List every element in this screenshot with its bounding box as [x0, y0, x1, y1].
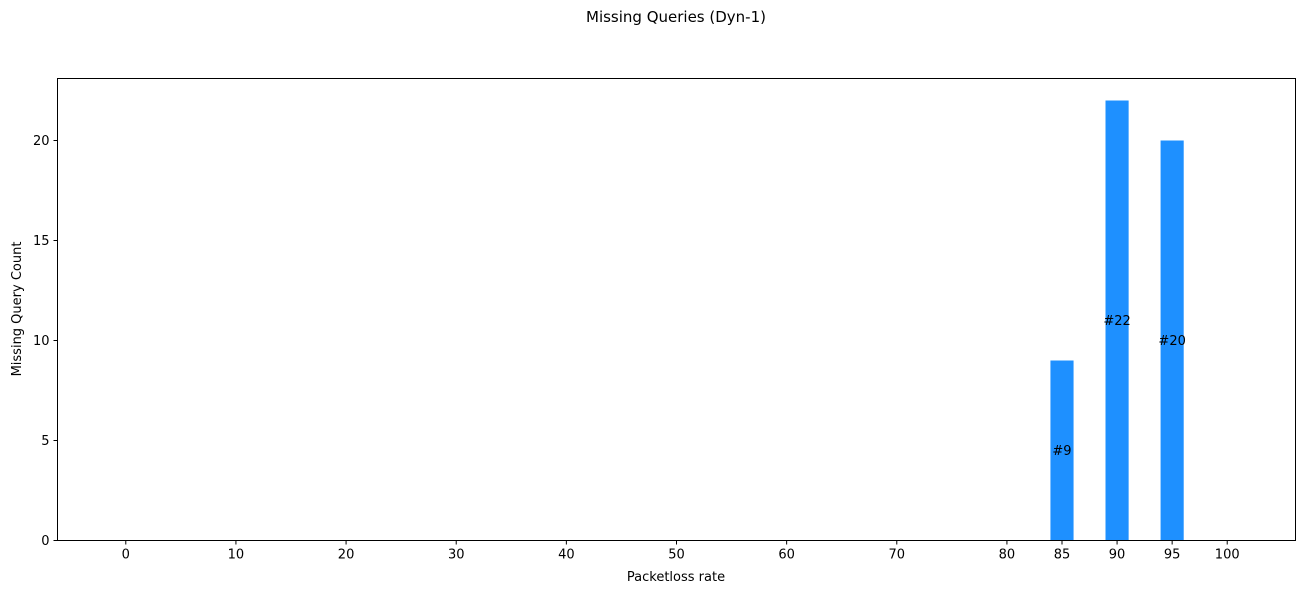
x-ticks-group: 0 10 20 30 40 50 60 70 80 85 90 95 100: [122, 540, 1240, 563]
x-tick-label: 60: [778, 548, 795, 563]
bar-label-85: #9: [1052, 444, 1071, 459]
y-axis-label: Missing Query Count: [10, 242, 25, 377]
x-tick-label: 20: [338, 548, 355, 563]
x-tick-label: 100: [1215, 548, 1240, 563]
plot-frame: [57, 78, 1296, 541]
x-axis-label: Packetloss rate: [627, 570, 725, 585]
bar-90: [1105, 100, 1129, 541]
x-tick-label: 95: [1164, 548, 1181, 563]
bar-95: [1160, 140, 1184, 541]
y-tick-label: 10: [33, 334, 50, 349]
y-tick-label: 5: [41, 434, 49, 449]
x-tick-label: 85: [1054, 548, 1071, 563]
x-tick-label: 40: [558, 548, 575, 563]
y-tick-label: 0: [41, 534, 49, 549]
chart-title: Missing Queries (Dyn-1): [586, 8, 766, 26]
bar-85: [1050, 360, 1074, 541]
x-tick-label: 10: [228, 548, 245, 563]
y-ticks-group: 0 5 10 15 20: [33, 134, 58, 549]
bar-labels-group: #9 #22 #20: [1052, 314, 1185, 459]
x-tick-label: 0: [122, 548, 130, 563]
x-tick-label: 80: [999, 548, 1016, 563]
bars-group: [1050, 100, 1184, 541]
x-tick-label: 50: [668, 548, 685, 563]
x-tick-label: 90: [1109, 548, 1126, 563]
y-tick-label: 20: [33, 134, 50, 149]
x-tick-label: 30: [448, 548, 465, 563]
x-tick-label: 70: [889, 548, 906, 563]
y-tick-label: 15: [33, 234, 50, 249]
bar-label-95: #20: [1158, 334, 1185, 349]
bar-label-90: #22: [1103, 314, 1130, 329]
